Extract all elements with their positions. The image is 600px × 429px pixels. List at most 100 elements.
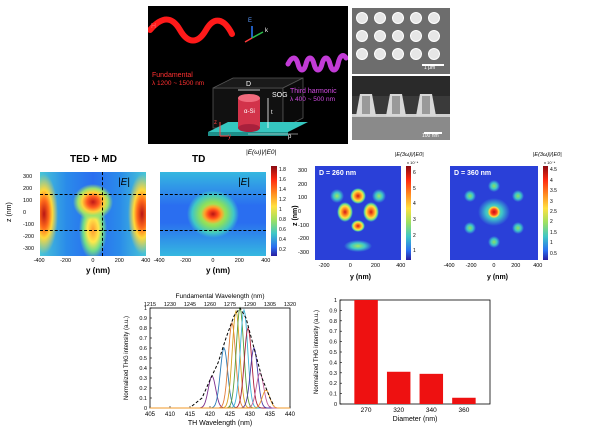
sem-dot (374, 48, 386, 60)
colorbar-2-tick: 1 (413, 248, 416, 255)
spectrum-series-4 (150, 309, 290, 409)
sem-bottom-image: 100 nm (352, 76, 450, 140)
colorbar-1-tick: 1.2 (279, 197, 286, 203)
sem-cross-section (352, 76, 450, 140)
y-tick-label: 0 (334, 402, 337, 408)
colorbar-1-tick: 1.8 (279, 167, 286, 173)
bar-360 (452, 397, 476, 404)
map1-ztick: 100 (23, 198, 33, 204)
x-tick-label: 420 (205, 412, 216, 418)
colorbar-1-tick: 0.4 (279, 237, 286, 243)
y-tick-label: 0.7 (139, 336, 147, 342)
x-tick-label: 440 (285, 412, 296, 418)
map1-ztick: -200 (23, 234, 35, 240)
map4-xtick: -400 (443, 263, 455, 269)
axis-h-label: H (151, 23, 157, 30)
schematic-drawing (147, 16, 349, 137)
x-axis-label: Diameter (nm) (393, 416, 438, 423)
map4-hotspots (464, 180, 524, 248)
y-tick-label: 0.3 (139, 376, 147, 382)
top-tick-label: 1305 (264, 302, 276, 308)
top-axis-label: Fundamental Wavelength (nm) (176, 293, 265, 300)
field-lobe (464, 190, 476, 202)
third-harmonic-wave (285, 53, 349, 73)
x-tick-label: 405 (145, 412, 156, 418)
field-hotspot (487, 205, 501, 219)
y-tick-label: 0.1 (329, 392, 337, 398)
map4-xtick: 400 (533, 263, 543, 269)
colorbar-2-exp: x 10⁻⁴ (407, 160, 419, 165)
y-tick-label: 0.2 (329, 381, 337, 387)
y-axis-label: Normalized THG intensity (a.u.) (124, 316, 130, 400)
sem-dot (392, 30, 404, 42)
map1-ztick: 300 (23, 174, 33, 180)
sem-dot (428, 30, 440, 42)
map3-xtick: -200 (318, 263, 330, 269)
map3-ztick: 100 (298, 195, 308, 202)
map4-xtick: -200 (465, 263, 477, 269)
map3-hotspots (330, 188, 386, 252)
thickness-label: t (271, 110, 273, 116)
map1-ztick: -100 (23, 222, 35, 228)
field-lobe (488, 180, 500, 192)
y-tick-label: 0.9 (329, 308, 337, 314)
map2-title: TD (192, 154, 206, 165)
y-tick-label: 0.5 (329, 350, 337, 356)
map1-xtick: 200 (114, 258, 124, 264)
map2-xtick: 200 (234, 258, 244, 264)
y-tick-label: 0.8 (139, 326, 147, 332)
spectrum-series-1 (150, 375, 290, 409)
y-tick-label: 0.4 (329, 360, 337, 366)
colorbar-2-tick: 5 (413, 185, 416, 192)
field-hotspot (363, 202, 379, 222)
y-tick-label: 0.6 (139, 346, 147, 352)
sem-top-scale-label: 1 μm (424, 65, 436, 71)
field-lobe (488, 236, 500, 248)
colorbar-1-tick: 0.8 (279, 217, 286, 223)
field-hotspot (344, 240, 372, 252)
z-axis-label: z (214, 120, 217, 126)
x-axis-label: TH Wavelength (nm) (188, 420, 252, 427)
colorbar-3-tick: 1 (550, 240, 553, 247)
map4-ylabel: y (nm) (487, 274, 508, 281)
spectrum-series-6 (150, 308, 290, 409)
colorbar-2-tick: 3 (413, 216, 416, 223)
y-tick-label: 0.2 (139, 386, 147, 392)
sem-dot (374, 30, 386, 42)
sem-dot (410, 48, 422, 60)
top-tick-label: 1260 (204, 302, 216, 308)
y-tick-label: 0.4 (139, 366, 147, 372)
colorbar-1-tick: 1 (279, 207, 282, 213)
colorbar-3-tick: 4 (550, 177, 553, 184)
colorbar-3 (543, 166, 548, 260)
x-tick-label: 320 (393, 407, 404, 414)
silicon-pillar (238, 98, 260, 128)
map1-title: TED + MD (70, 154, 117, 165)
colorbar-2-tick: 6 (413, 169, 416, 176)
y-axis-label: y (228, 134, 231, 140)
map1-xtick: -400 (33, 258, 45, 264)
map3-label: D = 260 nm (319, 170, 357, 177)
sem-dot (356, 30, 368, 42)
map4-label: D = 360 nm (454, 170, 492, 177)
sem-dot (374, 12, 386, 24)
sem-dot (428, 12, 440, 24)
thg-spectra-chart: 405 410 415 420 425 430 435 440 0 0.1 0.2 0.3 0.4 0.5… (124, 293, 296, 427)
y-tick-label: 0.9 (139, 316, 147, 322)
period-label: p (288, 134, 292, 140)
bar-270 (354, 300, 378, 404)
field-map-d360: D = 360 nm (450, 166, 538, 260)
colorbar-3-tick: 2.5 (550, 209, 557, 215)
field-hotspot (330, 189, 344, 203)
x-tick-label: 410 (165, 412, 176, 418)
field-hotspot (372, 189, 386, 203)
map3-ztick: -100 (298, 222, 310, 229)
colorbar-2-label: |E(3ω)|/|E0| (395, 152, 424, 158)
colorbar-3-tick: 2 (550, 219, 553, 226)
y-tick-label: 0.8 (329, 319, 337, 325)
field-map-d260: D = 260 nm (315, 166, 401, 260)
colorbar-3-tick: 1.5 (550, 229, 557, 236)
colorbar-2 (406, 166, 411, 260)
sem-dot (410, 12, 422, 24)
map3-xtick: 400 (396, 263, 406, 269)
